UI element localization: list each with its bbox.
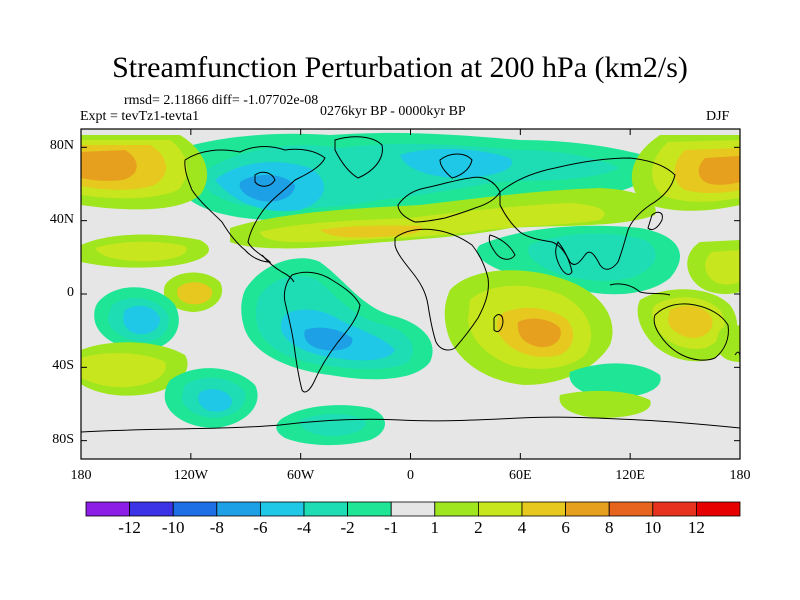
colorbar-swatch [259,501,305,517]
tropical-pacific-band-inner [95,241,187,262]
lon-label-180w: 180 [70,468,92,483]
colorbar-label: -4 [296,518,312,537]
lat-label-40n: 40N [49,211,74,227]
colorbar-swatch [652,501,697,517]
colorbar-swatch [608,501,654,517]
coast-scandinavia [439,153,473,179]
colorbar-swatch [347,501,392,517]
coast-africa [394,228,489,351]
east-asia-high-core [698,156,740,185]
coast-central-america [261,254,295,283]
south-indian-low [569,363,661,398]
north-america-low-core [239,174,295,202]
colorbar-label: -10 [161,518,185,537]
figure-title: Streamfunction Perturbation at 200 hPa (… [112,51,688,84]
indian-ocean-high-core [517,318,561,348]
lon-label-60e: 60E [509,468,532,483]
coast-greenland [334,136,383,179]
west-pacific-high-inner [705,250,740,285]
coast-south-america [283,271,361,393]
axis-ticks [80,129,741,459]
rmsd-diff-stats: rmsd= 2.11866 diff= -1.07702e-08 [124,93,319,108]
period-label: 0276kyr BP - 0000kyr BP [320,104,466,119]
colorbar-swatch [85,501,130,517]
colorbar-label: 10 [644,518,662,537]
colorbar-swatch [172,501,218,517]
coast-madagascar [493,314,504,333]
central-pacific-high-core [177,282,213,305]
southern-ocean-low-core [198,389,232,412]
coast-maritime-continent [609,283,671,296]
eurasia-low-core [400,148,512,178]
coast-india [555,241,573,275]
colorbar-swatch [216,501,261,517]
lon-label-60w: 60W [287,468,315,483]
colorbar-swatch [565,501,610,517]
coast-arabia [488,234,516,260]
lon-label-120w: 120W [173,468,208,483]
lon-label-120e: 120E [615,468,645,483]
colorbar-swatch [521,501,566,517]
north-atlantic-band-core [320,225,423,238]
south-pacific-low-inner [123,305,160,335]
season-label: DJF [706,109,730,124]
coast-hudson-bay [254,171,276,187]
southeast-pacific-high-inner [81,353,166,388]
colorbar-label: 12 [687,518,705,537]
coastlines [81,136,740,433]
coast-europe [397,176,501,223]
coast-australia [653,303,729,361]
colorbar-label: 6 [561,518,570,537]
coast-japan [647,211,663,231]
coast-north-america [184,146,326,263]
colorbar-label: 4 [517,518,527,537]
lon-label-0: 0 [407,468,414,483]
southwest-pacific-high [716,325,740,362]
lat-label-0: 0 [67,285,74,300]
colorbar-label: -1 [384,518,399,537]
colorbar-swatch [696,501,741,517]
north-pacific-high-core [81,150,137,181]
lat-label-80n: 80N [49,138,74,154]
lon-label-180e: 180 [729,468,751,483]
colorbar-label: 2 [474,518,483,537]
lat-label-40s: 40S [52,358,74,374]
south-america-low-core [304,327,353,351]
coast-asia [499,157,676,270]
coast-antarctica [81,416,740,433]
colorbar-swatch [303,501,348,517]
colorbar-label: -6 [253,518,268,537]
colorbar-label: 1 [430,518,440,537]
colorbar-swatch [129,501,174,517]
antarctic-east-high [559,390,651,418]
colorbar-label: -2 [340,518,355,537]
colorbar-label: -8 [209,518,224,537]
colorbar-swatch [390,501,436,517]
colorbar-swatch [477,501,523,517]
australia-high-core [668,305,713,338]
colorbar-label: -12 [118,518,141,537]
colorbar-swatch [434,501,479,517]
colorbar [85,501,741,517]
lat-label-80s: 80S [52,431,74,447]
contour-fills [81,132,740,446]
experiment-label: Expt = tevTz1-tevta1 [80,109,200,124]
colorbar-label: 8 [604,518,614,537]
